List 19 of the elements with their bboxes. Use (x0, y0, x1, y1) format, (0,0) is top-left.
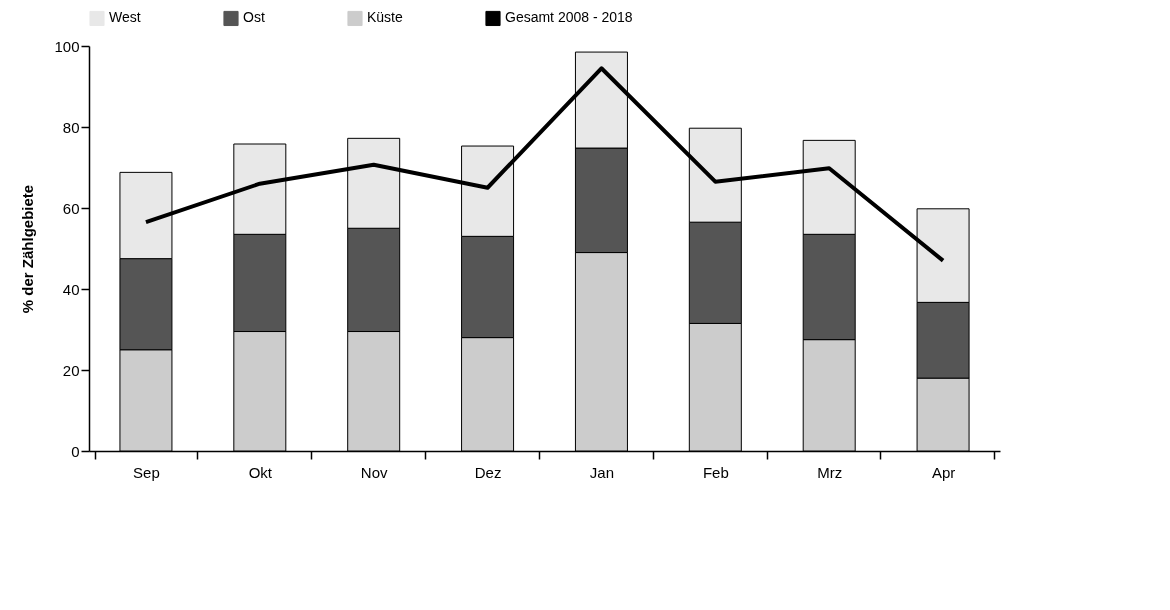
y-tick-label: 0 (71, 442, 80, 460)
x-tick-label: Feb (702, 463, 729, 481)
legend-label: West (109, 9, 141, 26)
y-tick-label: 20 (62, 361, 80, 379)
x-tick-label: Apr (931, 463, 956, 481)
y-tick-label: 60 (62, 199, 80, 217)
x-tick-label: Nov (360, 463, 389, 481)
x-tick-label: Okt (248, 463, 273, 481)
legend-label: Gesamt 2008 - 2018 (505, 9, 633, 26)
x-tick-label: Mrz (817, 463, 843, 481)
x-tick-label: Dez (474, 463, 502, 481)
y-tick-label: 40 (62, 280, 80, 298)
legend-label: Ost (243, 9, 265, 26)
x-tick-label: Sep (133, 463, 160, 481)
y-tick-label: 100 (54, 37, 80, 55)
y-axis-title: % der Zählgebiete (19, 184, 37, 314)
x-tick-label: Jan (589, 463, 615, 481)
legend-label: Küste (367, 9, 404, 26)
y-tick-label: 80 (62, 118, 80, 136)
